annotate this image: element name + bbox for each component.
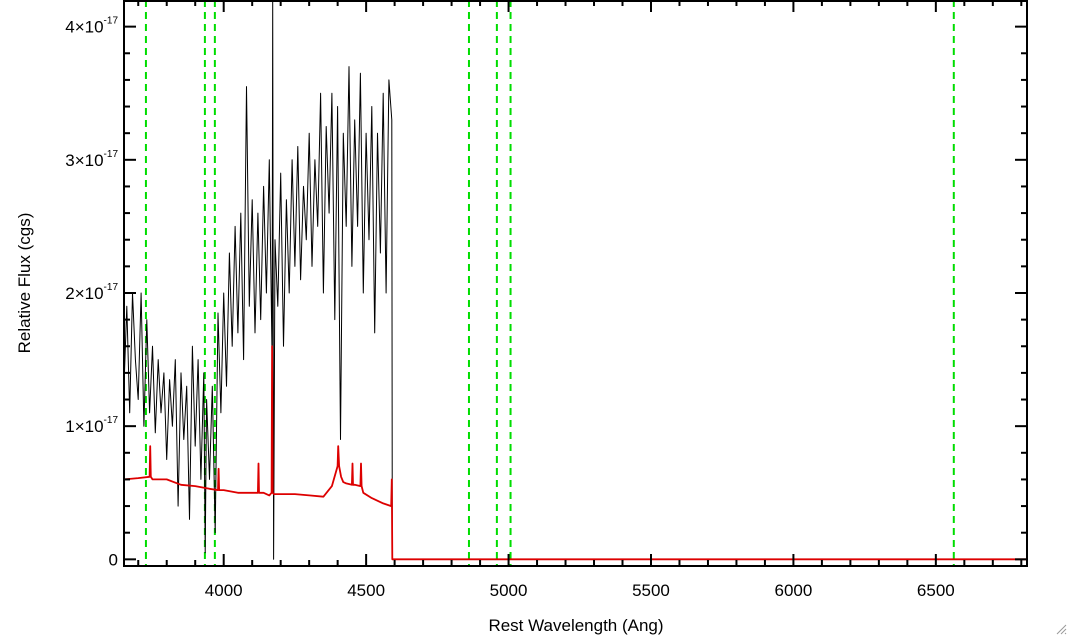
y-tick-label-0: 0: [109, 550, 118, 569]
y-axis-title: Relative Flux (cgs): [15, 213, 34, 354]
x-tick-label-5500: 5500: [632, 581, 670, 600]
x-tick-label-6000: 6000: [775, 581, 813, 600]
plot-border: [123, 0, 1028, 567]
plot-frame: [123, 0, 1028, 567]
x-axis-ticks: 4000 4500 5000 5500 6000 6500: [137, 0, 1023, 600]
y-tick-label-3: 3×10-17: [65, 149, 118, 170]
x-tick-label-6500: 6500: [917, 581, 955, 600]
series-layer: [123, 0, 1027, 561]
x-tick-label-5000: 5000: [490, 581, 528, 600]
y-tick-label-2: 2×10-17: [65, 282, 118, 303]
y-tick-label-4: 4×10-17: [65, 16, 118, 37]
x-axis-title: Rest Wavelength (Ang): [488, 616, 663, 635]
series-line-0: [123, 0, 393, 560]
x-tick-label-4000: 4000: [205, 581, 243, 600]
y-axis-ticks: 0 1×10-17 2×10-17 3×10-17 4×10-17: [65, 0, 1027, 569]
series-line-1: [123, 345, 1027, 561]
x-tick-label-4500: 4500: [347, 581, 385, 600]
y-tick-label-1: 1×10-17: [65, 415, 118, 436]
resize-grip-icon[interactable]: [1055, 623, 1067, 635]
